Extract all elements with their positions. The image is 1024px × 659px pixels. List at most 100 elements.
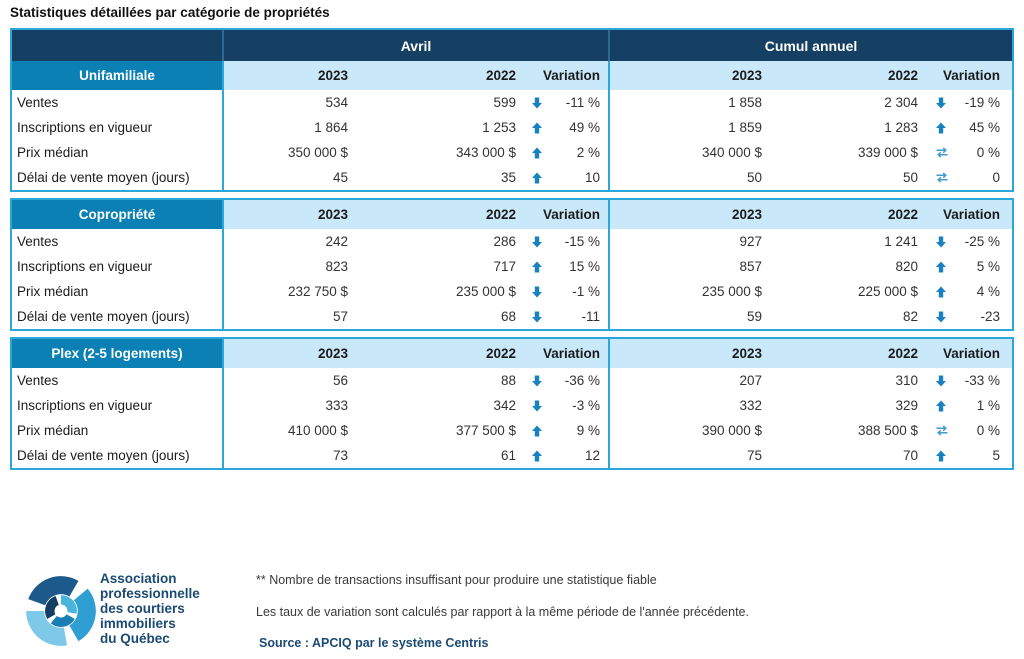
avril-variation-cell: -3 % bbox=[522, 393, 610, 418]
cumul-variation-cell: 0 % bbox=[926, 140, 1012, 165]
source-line: Source : APCIQ par le système Centris bbox=[259, 636, 489, 650]
cumul-2023-value: 390 000 $ bbox=[701, 423, 762, 438]
up-arrow-icon bbox=[935, 450, 947, 462]
row-label: Prix médian bbox=[12, 279, 224, 304]
col-header-avril-variation: Variation bbox=[522, 61, 610, 90]
row-label: Inscriptions en vigueur bbox=[12, 393, 224, 418]
footnote-insufficient-transactions: ** Nombre de transactions insuffisant po… bbox=[256, 573, 657, 587]
avril-2022-value: 68 bbox=[500, 309, 516, 324]
table-row: Inscriptions en vigueur 333 342 -3 % 332… bbox=[12, 393, 1012, 418]
avril-variation-cell: 9 % bbox=[522, 418, 610, 443]
table-row: Prix médian 232 750 $ 235 000 $ -1 % 235… bbox=[12, 279, 1012, 304]
down-arrow-icon bbox=[531, 236, 543, 248]
cumul-variation-value: 0 % bbox=[976, 423, 1000, 438]
avril-variation-cell: 2 % bbox=[522, 140, 610, 165]
avril-variation-value: 10 bbox=[584, 170, 600, 185]
period-header-avril: Avril bbox=[224, 30, 610, 61]
col-header-cumul-2022: 2022 bbox=[792, 200, 926, 229]
cumul-2023-value: 1 858 bbox=[728, 95, 762, 110]
col-header-avril-variation: Variation bbox=[522, 200, 610, 229]
period-header-cumul-annuel: Cumul annuel bbox=[764, 37, 858, 54]
cumul-variation-cell: -19 % bbox=[926, 90, 1012, 115]
cumul-variation-cell: 45 % bbox=[926, 115, 1012, 140]
avril-2022-value: 717 bbox=[493, 259, 516, 274]
table-block-unifamiliale: Avril Cumul annuel Unifamiliale 2023 202… bbox=[10, 28, 1014, 192]
down-arrow-icon bbox=[531, 400, 543, 412]
stable-icon bbox=[935, 424, 949, 437]
avril-2022-value: 342 bbox=[493, 398, 516, 413]
cumul-2023-value: 207 bbox=[739, 373, 762, 388]
up-arrow-icon bbox=[531, 425, 543, 437]
table-block-plex: Plex (2-5 logements) 2023 2022 Variation… bbox=[10, 337, 1014, 470]
cumul-2022-value: 329 bbox=[895, 398, 918, 413]
avril-variation-cell: 15 % bbox=[522, 254, 610, 279]
col-header-avril-variation: Variation bbox=[522, 339, 610, 368]
apciq-logo-icon bbox=[24, 569, 98, 658]
avril-variation-value: -36 % bbox=[564, 373, 600, 388]
table-row: Prix médian 410 000 $ 377 500 $ 9 % 390 … bbox=[12, 418, 1012, 443]
up-arrow-icon bbox=[935, 122, 947, 134]
col-header-cumul-variation: Variation bbox=[926, 200, 1012, 229]
table-row: Prix médian 350 000 $ 343 000 $ 2 % 340 … bbox=[12, 140, 1012, 165]
col-header-cumul-2023: 2023 bbox=[610, 339, 792, 368]
cumul-2023-value: 927 bbox=[739, 234, 762, 249]
up-arrow-icon bbox=[531, 450, 543, 462]
row-label: Ventes bbox=[12, 90, 224, 115]
cumul-variation-value: 45 % bbox=[969, 120, 1000, 135]
avril-variation-value: -1 % bbox=[572, 284, 600, 299]
section-title: Plex (2-5 logements) bbox=[12, 339, 224, 368]
avril-variation-value: 2 % bbox=[576, 145, 600, 160]
row-label: Inscriptions en vigueur bbox=[12, 254, 224, 279]
up-arrow-icon bbox=[531, 261, 543, 273]
cumul-2022-value: 820 bbox=[895, 259, 918, 274]
down-arrow-icon bbox=[531, 97, 543, 109]
col-header-avril-2023: 2023 bbox=[224, 339, 362, 368]
down-arrow-icon bbox=[935, 236, 947, 248]
row-label: Inscriptions en vigueur bbox=[12, 115, 224, 140]
avril-variation-value: -3 % bbox=[572, 398, 600, 413]
avril-variation-cell: -15 % bbox=[522, 229, 610, 254]
row-label: Prix médian bbox=[12, 418, 224, 443]
row-label: Prix médian bbox=[12, 140, 224, 165]
table-row: Ventes 56 88 -36 % 207 310 -33 % bbox=[12, 368, 1012, 393]
cumul-2022-value: 388 500 $ bbox=[857, 423, 918, 438]
cumul-2022-value: 339 000 $ bbox=[857, 145, 918, 160]
table-period-header: Avril Cumul annuel bbox=[12, 30, 1012, 61]
avril-2023-value: 350 000 $ bbox=[287, 145, 348, 160]
stable-icon bbox=[935, 146, 949, 159]
cumul-variation-cell: 4 % bbox=[926, 279, 1012, 304]
table-row: Délai de vente moyen (jours) 57 68 -11 5… bbox=[12, 304, 1012, 329]
avril-variation-cell: -36 % bbox=[522, 368, 610, 393]
col-header-avril-2022: 2022 bbox=[362, 339, 522, 368]
up-arrow-icon bbox=[935, 400, 947, 412]
avril-2022-value: 235 000 $ bbox=[455, 284, 516, 299]
down-arrow-icon bbox=[531, 375, 543, 387]
col-header-avril-2023: 2023 bbox=[224, 61, 362, 90]
table-row: Ventes 534 599 -11 % 1 858 2 304 -19 % bbox=[12, 90, 1012, 115]
avril-variation-cell: -11 % bbox=[522, 90, 610, 115]
avril-variation-cell: -1 % bbox=[522, 279, 610, 304]
avril-2022-value: 286 bbox=[493, 234, 516, 249]
avril-2023-value: 242 bbox=[325, 234, 348, 249]
avril-variation-value: 15 % bbox=[569, 259, 600, 274]
row-label: Délai de vente moyen (jours) bbox=[12, 304, 224, 329]
avril-2023-value: 73 bbox=[332, 448, 348, 463]
cumul-variation-cell: 1 % bbox=[926, 393, 1012, 418]
cumul-variation-value: -33 % bbox=[964, 373, 1000, 388]
cumul-variation-value: 4 % bbox=[976, 284, 1000, 299]
avril-variation-value: 12 bbox=[584, 448, 600, 463]
down-arrow-icon bbox=[935, 375, 947, 387]
down-arrow-icon bbox=[935, 311, 947, 323]
avril-2022-value: 88 bbox=[500, 373, 516, 388]
cumul-variation-value: 5 % bbox=[976, 259, 1000, 274]
cumul-variation-cell: -33 % bbox=[926, 368, 1012, 393]
col-header-avril-2022: 2022 bbox=[362, 200, 522, 229]
cumul-2022-value: 50 bbox=[902, 170, 918, 185]
table-block-copropriete: Copropriété 2023 2022 Variation 2023 202… bbox=[10, 198, 1014, 331]
avril-2022-value: 61 bbox=[500, 448, 516, 463]
col-header-cumul-2022: 2022 bbox=[792, 339, 926, 368]
cumul-2023-value: 50 bbox=[746, 170, 762, 185]
avril-2022-value: 1 253 bbox=[482, 120, 516, 135]
footnote-variation-method: Les taux de variation sont calculés par … bbox=[256, 605, 749, 619]
avril-2023-value: 232 750 $ bbox=[287, 284, 348, 299]
